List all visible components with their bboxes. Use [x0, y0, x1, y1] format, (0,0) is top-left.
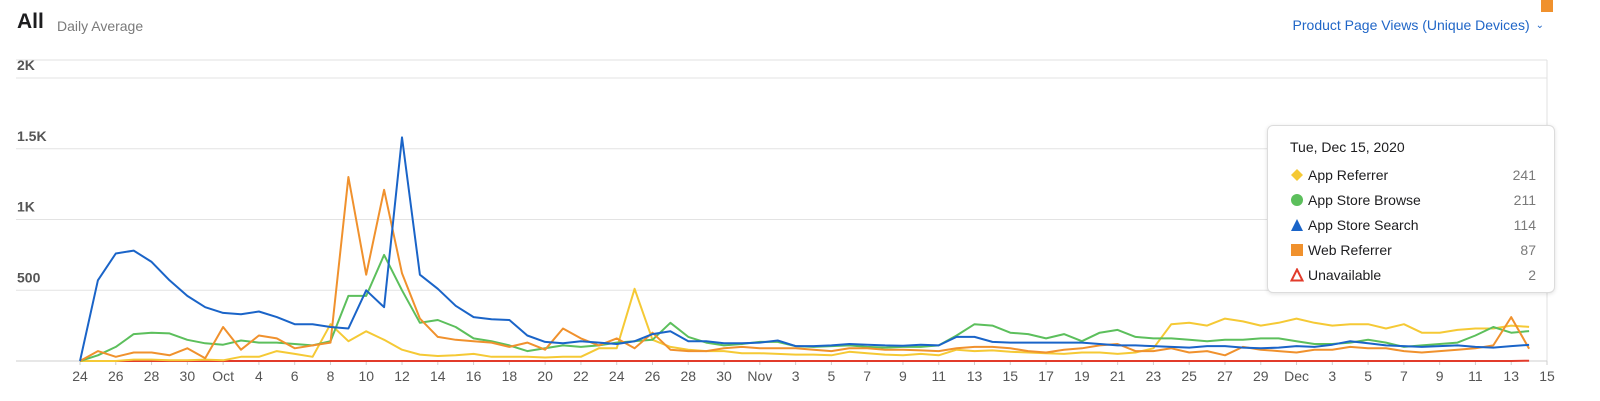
x-tick-label: 26: [645, 368, 661, 384]
x-tick-label: 11: [931, 368, 946, 384]
x-tick-label: 14: [430, 368, 446, 384]
series-line-app-referrer: [80, 287, 1530, 362]
x-tick-label: 3: [792, 368, 800, 384]
x-tick-label: 7: [863, 368, 871, 384]
tooltip-value: 87: [1520, 242, 1536, 258]
y-tick-label: 1.5K: [17, 128, 47, 144]
y-tick-label: 500: [17, 269, 41, 285]
x-tick-label: 29: [1253, 368, 1269, 384]
page-title: All: [17, 10, 44, 33]
x-tick-label: 24: [72, 368, 88, 384]
x-tick-label: 28: [680, 368, 696, 384]
tooltip-value: 2: [1528, 267, 1536, 283]
x-tick-label: 13: [1503, 368, 1519, 384]
chevron-down-icon: ⌄: [1535, 20, 1544, 31]
x-tick-label: 10: [358, 368, 374, 384]
circle-icon: [1291, 194, 1303, 206]
tooltip-row: Web Referrer 87: [1290, 241, 1536, 261]
y-tick-label: 1K: [17, 199, 35, 215]
x-tick-label: 28: [144, 368, 160, 384]
page-subtitle: Daily Average: [57, 18, 144, 34]
x-tick-label: 6: [291, 368, 299, 384]
tooltip-row: App Referrer 241: [1290, 166, 1536, 186]
x-tick-label: Oct: [212, 368, 234, 384]
tooltip-value: 211: [1513, 192, 1536, 208]
x-tick-label: 9: [899, 368, 907, 384]
tooltip-value: 114: [1513, 217, 1536, 233]
x-tick-label: 26: [108, 368, 124, 384]
tooltip-label: Unavailable: [1308, 267, 1382, 283]
tooltip-label: App Referrer: [1308, 167, 1389, 183]
x-tick-label: 11: [1468, 368, 1483, 384]
tooltip-label: App Store Browse: [1308, 192, 1421, 208]
end-marker-web-referrer: [1541, 0, 1553, 12]
x-tick-label: 7: [1400, 368, 1408, 384]
tooltip-row: App Store Search 114: [1290, 216, 1536, 236]
metric-selector[interactable]: Product Page Views (Unique Devices) ⌄: [1293, 17, 1544, 33]
x-tick-label: 15: [1003, 368, 1019, 384]
x-tick-label: 21: [1110, 368, 1126, 384]
diamond-icon: [1291, 169, 1303, 181]
triangle-outline-icon: [1290, 268, 1304, 282]
x-tick-label: 13: [967, 368, 983, 384]
series-line-web-referrer: [79, 176, 1530, 362]
x-tick-label: 8: [327, 368, 335, 384]
x-tick-label: 4: [255, 368, 263, 384]
x-tick-label: 30: [716, 368, 732, 384]
x-tick-label: 27: [1217, 368, 1233, 384]
x-tick-label: 19: [1074, 368, 1090, 384]
tooltip-label: App Store Search: [1308, 217, 1419, 233]
tooltip-row: App Store Browse 211: [1290, 191, 1536, 211]
x-tick-label: 24: [609, 368, 625, 384]
tooltip-label: Web Referrer: [1308, 242, 1392, 258]
tooltip-value: 241: [1512, 167, 1536, 183]
x-tick-label: 5: [827, 368, 835, 384]
x-tick-label: 5: [1364, 368, 1372, 384]
x-tick-label: 18: [502, 368, 518, 384]
x-tick-label: Nov: [747, 368, 772, 384]
x-tick-label: 25: [1181, 368, 1197, 384]
x-tick-label: 20: [537, 368, 553, 384]
tooltip-date: Tue, Dec 15, 2020: [1290, 139, 1405, 155]
x-tick-label: 9: [1436, 368, 1444, 384]
metric-selector-label: Product Page Views (Unique Devices): [1292, 17, 1530, 33]
x-tick-label: 17: [1038, 368, 1054, 384]
series-line-app-store-search: [79, 136, 1530, 362]
x-tick-label: 15: [1539, 368, 1555, 384]
x-tick-label: 30: [180, 368, 196, 384]
x-tick-label: Dec: [1284, 368, 1309, 384]
x-tick-label: 3: [1328, 368, 1336, 384]
x-tick-label: 22: [573, 368, 589, 384]
x-tick-label: 23: [1146, 368, 1162, 384]
triangle-icon: [1291, 219, 1303, 231]
tooltip: Tue, Dec 15, 2020 App Referrer 241 App Sto…: [1267, 125, 1555, 293]
y-tick-label: 2K: [17, 57, 35, 73]
x-tick-label: 16: [466, 368, 482, 384]
tooltip-row: Unavailable 2: [1290, 266, 1536, 286]
x-tick-label: 12: [394, 368, 410, 384]
square-icon: [1291, 244, 1303, 256]
